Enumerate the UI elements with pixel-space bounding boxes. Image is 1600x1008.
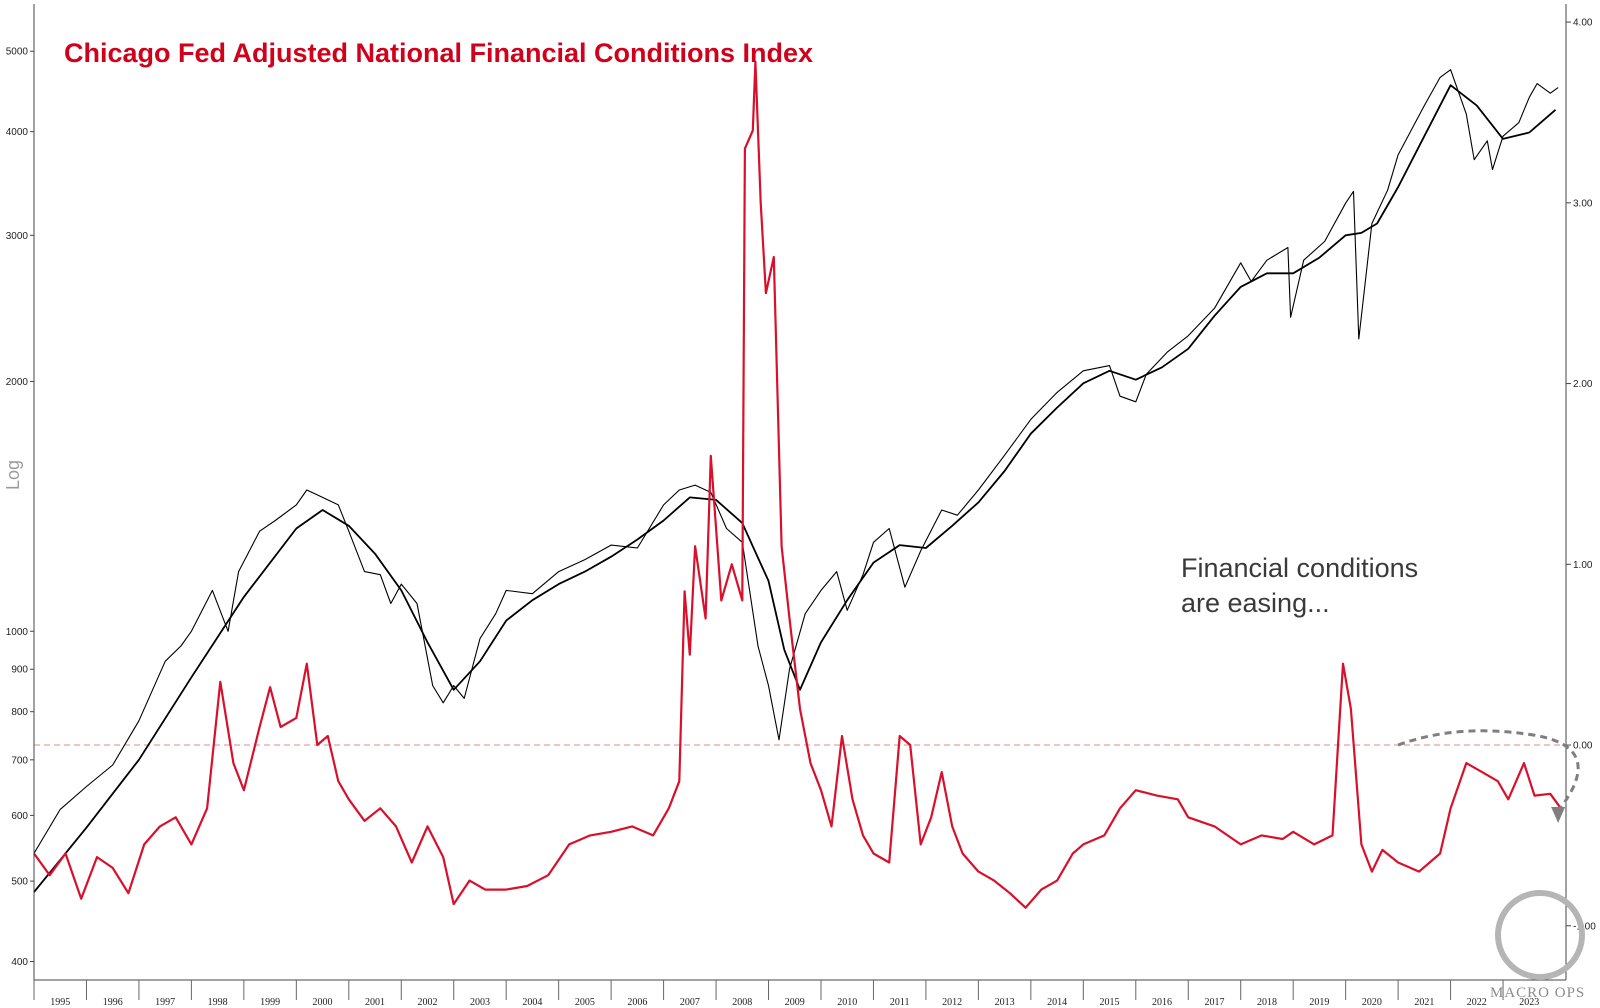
financial-conditions-index-line (33, 60, 1562, 909)
right-tick-label: -1.00 (1573, 921, 1596, 932)
x-tick-label: 1998 (208, 997, 228, 1008)
x-tick-label: 2014 (1047, 997, 1067, 1008)
chart-title: Chicago Fed Adjusted National Financial … (64, 38, 813, 68)
left-tick-label: 600 (11, 811, 28, 822)
arrow-head-icon (1551, 806, 1566, 823)
left-axis-ticks: 400 500 600 700 800 900 1000 2000 3000 4000 5000 (6, 47, 34, 968)
watermark-ring-icon (1495, 890, 1585, 980)
x-tick-label: 1999 (260, 997, 280, 1008)
x-tick-label: 2009 (785, 997, 805, 1008)
x-tick-label: 1997 (155, 997, 175, 1008)
left-tick-label: 500 (11, 877, 28, 888)
x-tick-label: 1996 (103, 997, 123, 1008)
right-tick-label: 3.00 (1573, 198, 1593, 209)
watermark-logo: MACRO OPS (1490, 890, 1585, 1001)
x-tick-label: 2010 (837, 997, 857, 1008)
x-tick-label: 1995 (50, 997, 70, 1008)
x-tick-label: 2021 (1414, 997, 1434, 1008)
right-tick-label: 1.00 (1573, 560, 1593, 571)
x-tick-label: 2018 (1257, 997, 1277, 1008)
right-tick-label: 0.00 (1573, 741, 1593, 752)
x-tick-label: 2000 (313, 997, 333, 1008)
x-tick-label: 2001 (365, 997, 385, 1008)
right-axis-ticks: -1.00 0.00 1.00 2.00 3.00 4.00 (1566, 18, 1596, 932)
left-tick-label: 400 (11, 957, 28, 968)
x-tick-label: 2008 (732, 997, 752, 1008)
x-tick-label: 2020 (1362, 997, 1382, 1008)
x-axis-ticks: 1995 1996 1997 1998 1999 2000 2001 2002 2003 2004… (33, 980, 1539, 1008)
x-tick-label: 2019 (1309, 997, 1329, 1008)
series-group (33, 60, 1562, 909)
watermark-text: MACRO OPS (1490, 985, 1585, 1001)
left-tick-label: 2000 (6, 377, 29, 388)
right-tick-label: 4.00 (1573, 18, 1593, 29)
x-tick-label: 2005 (575, 997, 595, 1008)
x-tick-label: 2003 (470, 997, 490, 1008)
x-tick-label: 2007 (680, 997, 700, 1008)
easing-arrow (1397, 729, 1580, 823)
price-series-line (33, 69, 1559, 854)
moving-average-line (33, 84, 1557, 893)
left-tick-label: 5000 (6, 47, 29, 58)
left-tick-label: 700 (11, 755, 28, 766)
x-tick-label: 2013 (995, 997, 1015, 1008)
easing-arrow-path (1397, 729, 1580, 812)
left-tick-label: 1000 (6, 627, 29, 638)
x-tick-label: 2023 (1519, 997, 1539, 1008)
left-tick-label: 800 (11, 707, 28, 718)
x-tick-label: 2012 (942, 997, 962, 1008)
x-tick-label: 2006 (627, 997, 647, 1008)
right-tick-label: 2.00 (1573, 379, 1593, 390)
left-tick-label: 4000 (6, 127, 29, 138)
x-tick-label: 2002 (417, 997, 437, 1008)
left-tick-label: 3000 (6, 231, 29, 242)
x-tick-label: 2011 (890, 997, 910, 1008)
left-axis-label: Log (3, 460, 23, 490)
x-tick-label: 2016 (1152, 997, 1172, 1008)
x-tick-label: 2015 (1100, 997, 1120, 1008)
annotation-line-1: Financial conditions (1181, 553, 1418, 583)
x-tick-label: 2017 (1204, 997, 1224, 1008)
left-tick-label: 900 (11, 665, 28, 676)
x-tick-label: 2022 (1467, 997, 1487, 1008)
axes-group (33, 4, 1567, 981)
annotation-line-2: are easing... (1181, 588, 1330, 618)
x-tick-label: 2004 (522, 997, 542, 1008)
